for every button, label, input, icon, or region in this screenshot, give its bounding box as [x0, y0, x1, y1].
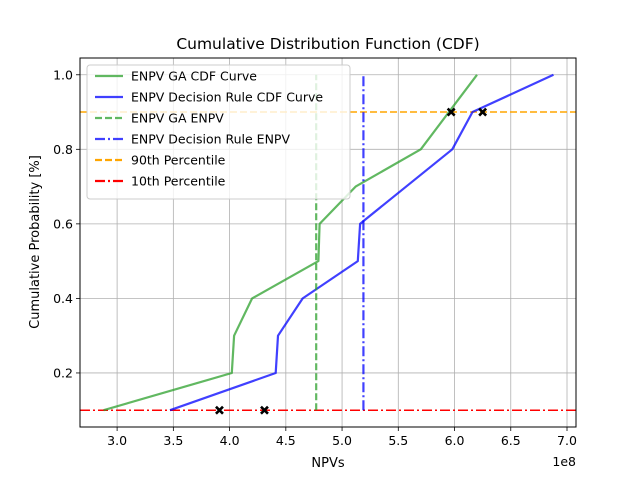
- y-tick-label: 0.2: [53, 365, 73, 380]
- legend-label: ENPV GA ENPV: [131, 111, 224, 126]
- x-tick-label: 3.0: [107, 433, 127, 448]
- x-tick-label: 5.0: [332, 433, 352, 448]
- percentile-marker: [215, 405, 224, 415]
- y-tick-label: 0.8: [53, 142, 73, 157]
- series-enpv-decision-rule-cdf-curve: [169, 73, 554, 412]
- marker-stroke: [478, 107, 488, 117]
- x-axis: 3.0 3.5 4.0 4.5 5.0 5.5 6.0 6.5 7.0: [107, 427, 577, 448]
- legend-label: ENPV Decision Rule ENPV: [131, 132, 290, 147]
- plot-frame: [79, 57, 577, 428]
- x-tick-label: 7.0: [557, 433, 577, 448]
- y-axis: 0.2 0.4 0.6 0.8 1.0: [53, 67, 80, 380]
- x-tick-label: 5.5: [388, 433, 408, 448]
- legend-label: 90th Percentile: [131, 153, 226, 168]
- x-axis-offset-label: 1e8: [552, 454, 576, 469]
- series-enpv-ga-cdf-curve: [103, 74, 478, 412]
- percentile-marker: [260, 405, 269, 415]
- legend-label: ENPV GA CDF Curve: [131, 69, 257, 84]
- legend-label: ENPV Decision Rule CDF Curve: [131, 90, 323, 105]
- x-tick-label: 3.5: [163, 433, 183, 448]
- marker-stroke: [215, 405, 224, 415]
- x-tick-label: 4.0: [220, 433, 240, 448]
- legend-box: [86, 64, 351, 200]
- percentile-marker: [478, 107, 488, 117]
- percentile-marker: [446, 107, 456, 117]
- chart-title: Cumulative Distribution Function (CDF): [176, 35, 479, 53]
- legend-label: 10th Percentile: [131, 174, 226, 189]
- x-tick-label: 6.0: [445, 433, 465, 448]
- x-tick-label: 6.5: [501, 433, 521, 448]
- marker-stroke: [446, 107, 456, 117]
- y-tick-label: 0.4: [53, 291, 73, 306]
- x-tick-label: 4.5: [276, 433, 296, 448]
- legend: ENPV GA CDF Curve ENPV Decision Rule CDF …: [86, 64, 351, 200]
- marker-stroke: [260, 405, 269, 415]
- y-tick-label: 1.0: [53, 67, 73, 82]
- plot-area: [80, 73, 576, 415]
- x-axis-label: NPVs: [311, 456, 344, 471]
- y-tick-label: 0.6: [53, 216, 73, 231]
- y-axis-label: Cumulative Probability [%]: [28, 155, 43, 329]
